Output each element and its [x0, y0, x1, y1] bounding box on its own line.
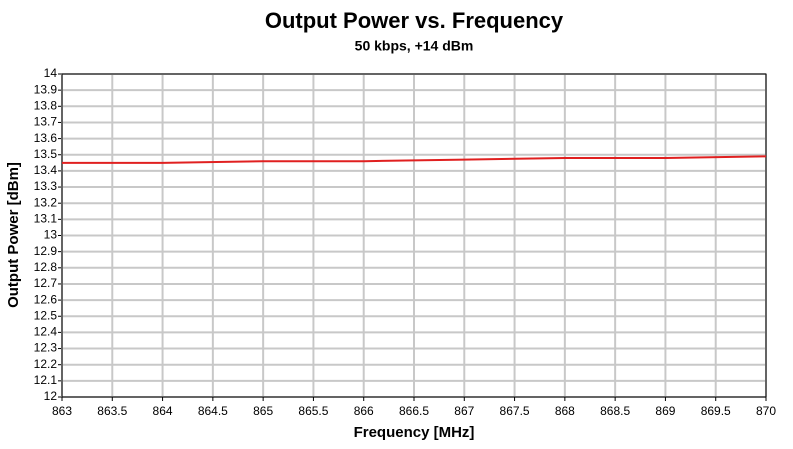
x-tick-label: 866.5 [399, 404, 429, 418]
y-tick-label: 12.4 [34, 325, 58, 339]
x-tick-label: 867.5 [500, 404, 530, 418]
chart-title: Output Power vs. Frequency [265, 8, 564, 33]
data-line [62, 155, 767, 164]
y-tick-label: 13.4 [34, 163, 58, 177]
x-tick-label: 866 [354, 404, 374, 418]
y-tick-label: 12.3 [34, 341, 58, 355]
y-tick-label: 13.9 [34, 82, 58, 96]
x-tick-label: 867 [454, 404, 474, 418]
y-tick-label: 13.5 [34, 147, 58, 161]
x-tick-label: 869.5 [701, 404, 731, 418]
y-tick-label: 12.2 [34, 357, 58, 371]
plot-border [61, 73, 767, 398]
x-axis-label: Frequency [MHz] [354, 424, 475, 441]
x-tick-label: 863 [52, 404, 72, 418]
x-tick-label: 865.5 [298, 404, 328, 418]
y-tick-label: 13.3 [34, 179, 58, 193]
y-tick-label: 12.5 [34, 308, 58, 322]
x-tick-label: 864.5 [198, 404, 228, 418]
y-tick-label: 13.8 [34, 98, 58, 112]
y-axis-label: Output Power [dBm] [5, 162, 22, 308]
y-tick-label: 12.1 [34, 373, 58, 387]
y-tick-label: 12.6 [34, 292, 58, 306]
x-tick-label: 870 [756, 404, 776, 418]
x-tick-label: 868 [555, 404, 575, 418]
y-tick-label: 12.8 [34, 260, 58, 274]
x-tick-label: 864 [153, 404, 173, 418]
y-tick-label: 13.7 [34, 115, 58, 129]
y-tick-label: 12.9 [34, 244, 58, 258]
y-tick-label: 14 [44, 66, 58, 80]
y-tick-label: 12.7 [34, 276, 58, 290]
y-tick-label: 13 [44, 228, 58, 242]
y-tick-label: 13.1 [34, 212, 58, 226]
x-tick-label: 868.5 [600, 404, 630, 418]
x-tick-label: 869 [655, 404, 675, 418]
chart-subtitle: 50 kbps, +14 dBm [355, 38, 474, 54]
y-tick-label: 13.6 [34, 131, 58, 145]
x-tick-label: 865 [253, 404, 273, 418]
y-tick-label: 12 [44, 389, 58, 403]
x-tick-label: 863.5 [97, 404, 127, 418]
y-tick-label: 13.2 [34, 195, 58, 209]
